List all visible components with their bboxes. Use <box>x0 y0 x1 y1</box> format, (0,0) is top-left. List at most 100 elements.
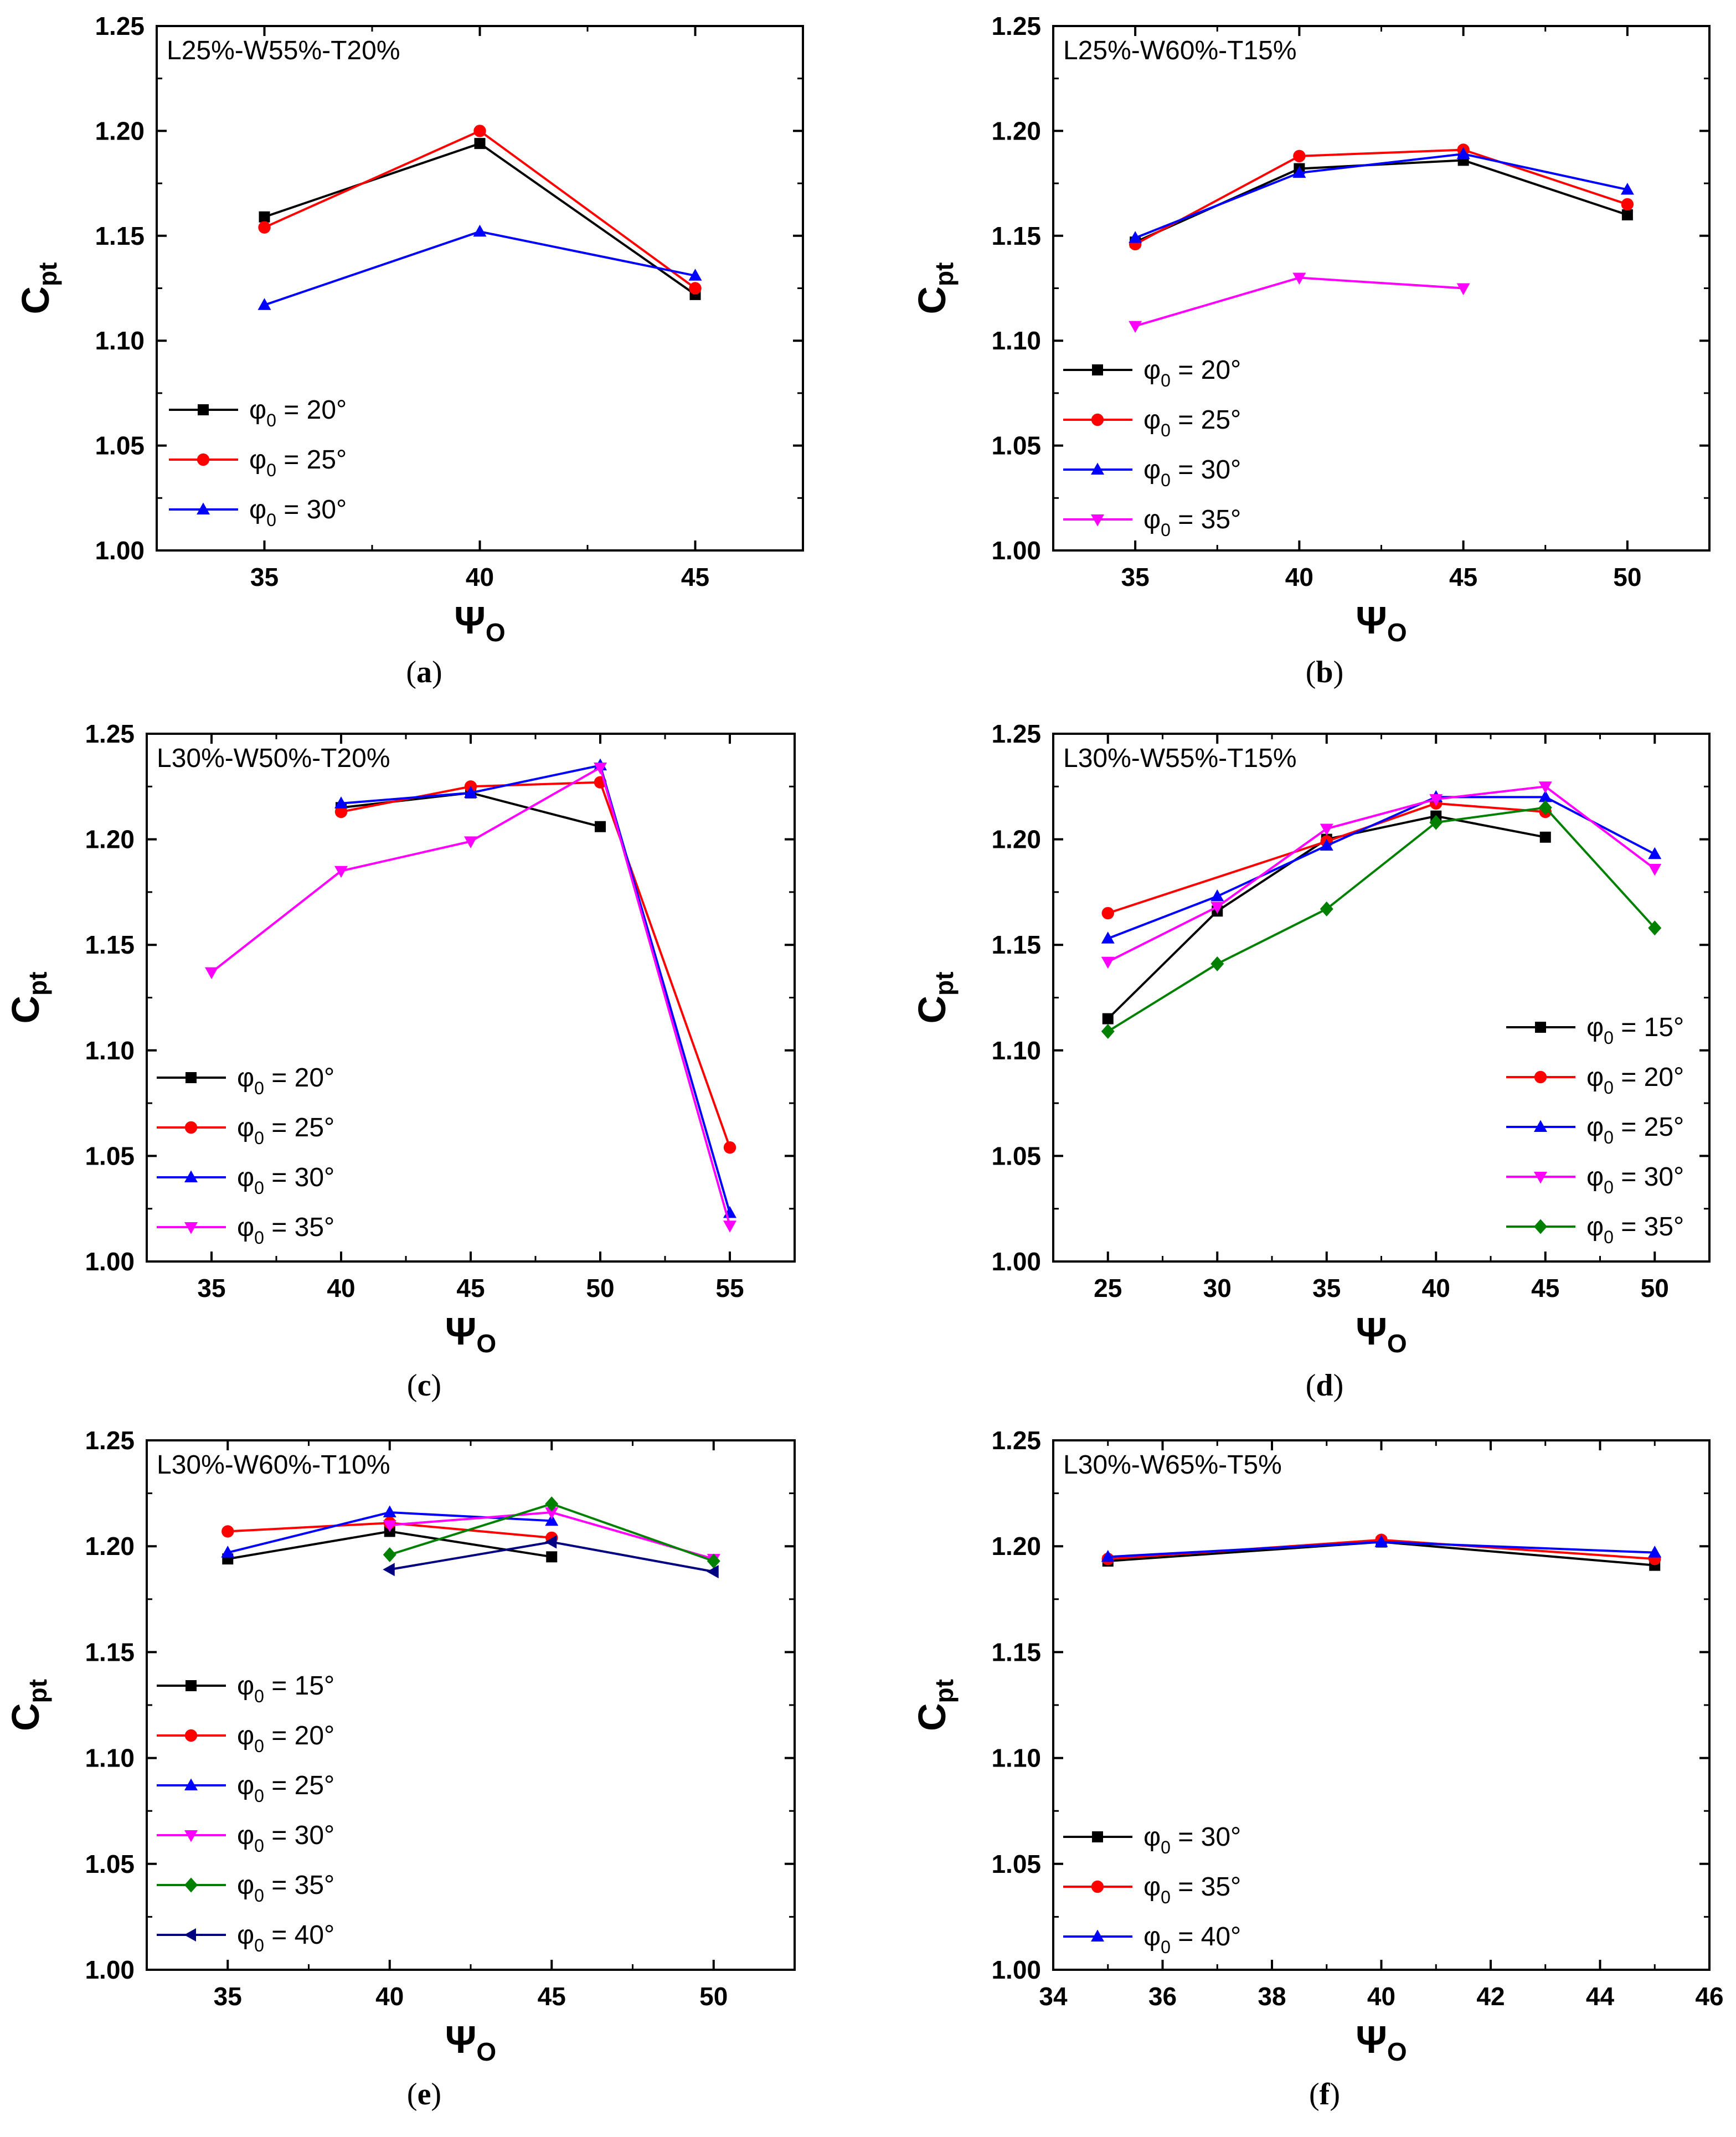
panel-title: L30%-W60%-T10% <box>157 1450 390 1480</box>
y-tick-label: 1.00 <box>95 536 145 565</box>
data-point <box>1648 863 1662 876</box>
legend-marker <box>1091 1929 1104 1942</box>
legend-marker <box>184 1729 198 1742</box>
legend-item: φ0 = 15° <box>1506 1013 1684 1048</box>
legend-marker <box>197 453 210 466</box>
x-tick-label: 45 <box>1531 1274 1559 1302</box>
x-tick-label: 44 <box>1586 1982 1615 2011</box>
series-line <box>1107 796 1656 940</box>
series-line <box>1135 153 1628 239</box>
x-tick-label: 30 <box>1203 1274 1232 1302</box>
legend-label: φ0 = 30° <box>237 1163 334 1198</box>
legend-marker <box>184 1121 198 1134</box>
panel-caption: (d) <box>1306 1368 1343 1403</box>
data-point <box>334 796 348 809</box>
legend-label: φ0 = 35° <box>237 1213 334 1248</box>
data-point <box>1102 1013 1114 1024</box>
legend-item: φ0 = 30° <box>157 1821 334 1856</box>
x-axis-label: ΨO <box>445 2018 496 2066</box>
x-axis-label: ΨO <box>454 599 505 647</box>
y-tick-label: 1.10 <box>991 1744 1041 1773</box>
legend-marker <box>1092 364 1103 375</box>
y-tick-label: 1.00 <box>85 1955 135 1984</box>
series-25deg <box>258 125 702 295</box>
legend-marker <box>184 1170 198 1182</box>
series-line <box>264 230 696 306</box>
y-axis-label: Cpt <box>910 262 959 315</box>
legend-marker <box>186 1072 197 1083</box>
y-tick-label: 1.10 <box>991 326 1041 355</box>
legend-marker <box>186 1680 197 1691</box>
y-tick-label: 1.00 <box>991 1955 1041 1984</box>
legend-label: φ0 = 25° <box>237 1113 334 1148</box>
legend-label: φ0 = 40° <box>1143 1922 1241 1957</box>
legend-marker <box>1534 1219 1547 1234</box>
legend-marker <box>184 1778 198 1790</box>
panel-caption: (c) <box>407 1368 441 1403</box>
legend-marker <box>184 1222 198 1234</box>
chart-panel-c: 1.00 1.05 1.10 1.15 1.20 1.25 35 40 45 50 55 ΨO Cpt L… <box>4 719 796 1403</box>
y-tick-label: 1.10 <box>991 1036 1041 1065</box>
y-tick-label: 1.25 <box>991 12 1041 40</box>
data-point <box>383 1563 395 1577</box>
data-point <box>1101 1549 1115 1562</box>
series-20deg <box>1130 155 1633 248</box>
panel-title: L30%-W65%-T5% <box>1063 1450 1282 1480</box>
data-point <box>1320 838 1333 851</box>
x-tick-label: 45 <box>538 1982 566 2011</box>
data-point <box>1129 231 1142 243</box>
y-tick-label: 1.05 <box>991 1141 1041 1170</box>
series-line <box>1135 276 1464 327</box>
data-point <box>723 1141 736 1154</box>
data-point <box>1320 823 1333 836</box>
legend-label: φ0 = 30° <box>1143 1822 1241 1857</box>
series-line <box>341 764 731 1213</box>
x-tick-label: 35 <box>214 1982 242 2011</box>
x-tick-label: 35 <box>250 563 279 591</box>
data-point <box>1101 956 1115 969</box>
y-tick-label: 1.20 <box>85 825 135 854</box>
data-point <box>1621 209 1633 220</box>
series-35deg <box>383 1496 720 1569</box>
y-tick-label: 1.15 <box>991 222 1041 250</box>
x-tick-label: 40 <box>375 1982 404 2011</box>
data-point <box>221 1546 235 1558</box>
data-point <box>545 1507 559 1520</box>
panel-title: L30%-W50%-T20% <box>157 744 390 773</box>
legend-item: φ0 = 25° <box>1063 405 1241 440</box>
y-axis-label: Cpt <box>910 972 959 1024</box>
data-point <box>545 1513 559 1526</box>
series-line <box>1107 802 1546 914</box>
y-tick-label: 1.15 <box>95 222 145 250</box>
data-point <box>1538 781 1552 794</box>
legend-item: φ0 = 30° <box>1506 1162 1684 1197</box>
legend-item: φ0 = 25° <box>169 445 347 480</box>
data-point <box>464 836 477 848</box>
data-point <box>1621 198 1634 211</box>
x-tick-label: 35 <box>1121 563 1150 591</box>
data-point <box>1374 1535 1388 1547</box>
legend-marker <box>1091 514 1104 527</box>
series-30deg <box>334 758 736 1218</box>
legend-label: φ0 = 30° <box>1586 1162 1684 1197</box>
legend-item: φ0 = 35° <box>157 1871 334 1906</box>
legend-marker <box>197 502 210 514</box>
data-point <box>1429 794 1443 806</box>
y-tick-label: 1.15 <box>991 1637 1041 1666</box>
x-tick-label: 35 <box>197 1274 225 1302</box>
series-25deg <box>1129 143 1634 251</box>
y-tick-label: 1.25 <box>85 1426 135 1455</box>
panel-title: L30%-W55%-T15% <box>1063 744 1297 773</box>
x-tick-label: 40 <box>1367 1982 1395 2011</box>
data-point <box>1320 901 1333 916</box>
legend-label: φ0 = 20° <box>1586 1063 1684 1098</box>
legend-label: φ0 = 35° <box>1143 505 1241 540</box>
series-line <box>1107 806 1656 1033</box>
legend-marker <box>1091 413 1104 426</box>
x-axis-label: ΨO <box>1356 1310 1407 1358</box>
legend-item: φ0 = 35° <box>1063 505 1241 540</box>
legend-item: φ0 = 25° <box>157 1113 334 1148</box>
y-tick-label: 1.00 <box>991 536 1041 565</box>
y-tick-label: 1.15 <box>85 930 135 959</box>
series-35deg <box>1129 272 1470 333</box>
